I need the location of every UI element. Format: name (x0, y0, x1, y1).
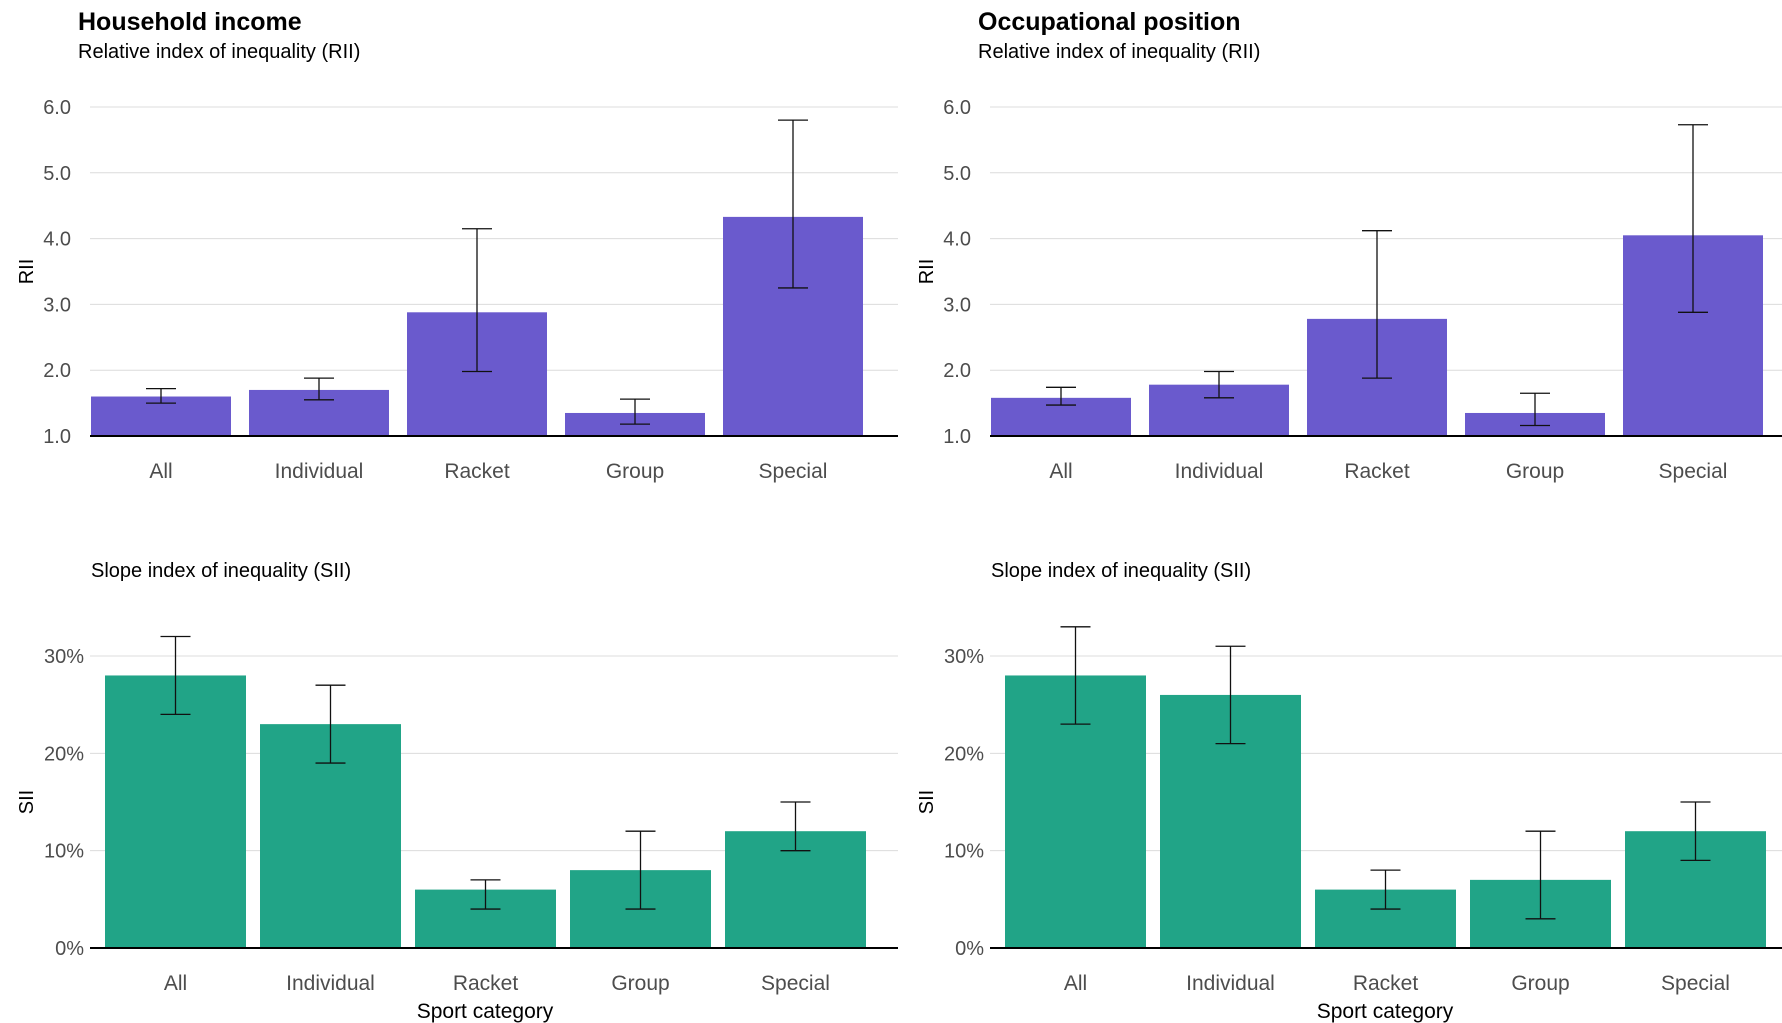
panel-subtitle: Slope index of inequality (SII) (91, 560, 352, 582)
y-tick-label: 6.0 (943, 97, 971, 119)
x-tick-label: Special (759, 460, 828, 483)
x-tick-label: Individual (275, 460, 364, 483)
panel-occupational-rii-header: Occupational position Relative index of … (978, 8, 1260, 64)
y-tick-label: 5.0 (43, 163, 71, 185)
bar-all (105, 675, 246, 948)
y-tick-label: 10% (944, 841, 984, 863)
panel-title: Occupational position (978, 8, 1241, 36)
y-axis-label: SII (16, 790, 38, 814)
panel-title: Household income (78, 8, 302, 36)
y-axis-label: RII (916, 259, 938, 285)
x-tick-label: Group (1511, 972, 1569, 995)
x-tick-label: Individual (286, 972, 375, 995)
y-tick-label: 30% (44, 646, 84, 668)
x-tick-label: All (1049, 460, 1072, 483)
panel-subtitle: Slope index of inequality (SII) (991, 560, 1252, 582)
x-axis-label: Sport category (417, 1000, 554, 1023)
x-tick-label: Racket (453, 972, 519, 995)
panel-subtitle: Relative index of inequality (RII) (78, 41, 361, 63)
x-tick-label: Group (611, 972, 669, 995)
y-tick-label: 2.0 (943, 360, 971, 382)
x-tick-label: Special (1659, 460, 1728, 483)
y-tick-label: 3.0 (943, 294, 971, 316)
panel-household-income-sii-header: Slope index of inequality (SII) (91, 555, 351, 583)
y-tick-label: 4.0 (43, 229, 71, 251)
x-tick-label: Individual (1186, 972, 1275, 995)
y-tick-label: 20% (944, 743, 984, 765)
panel-household-income-rii-header: Household income Relative index of inequ… (78, 8, 360, 64)
x-tick-label: Individual (1175, 460, 1264, 483)
y-tick-label: 6.0 (43, 97, 71, 119)
panel-subtitle: Relative index of inequality (RII) (978, 41, 1261, 63)
y-tick-label: 0% (55, 938, 84, 960)
x-tick-label: Group (1506, 460, 1564, 483)
y-tick-label: 2.0 (43, 360, 71, 382)
x-tick-label: All (164, 972, 187, 995)
x-tick-label: All (149, 460, 172, 483)
y-tick-label: 30% (944, 646, 984, 668)
y-tick-label: 3.0 (43, 294, 71, 316)
y-tick-label: 0% (955, 938, 984, 960)
y-tick-label: 20% (44, 743, 84, 765)
x-tick-label: Special (761, 972, 830, 995)
x-tick-label: Group (606, 460, 664, 483)
y-tick-label: 1.0 (43, 426, 71, 448)
x-tick-label: Special (1661, 972, 1730, 995)
y-axis-label: RII (16, 259, 38, 285)
y-axis-label: SII (916, 790, 938, 814)
x-axis-label: Sport category (1317, 1000, 1454, 1023)
y-tick-label: 10% (44, 841, 84, 863)
x-tick-label: Racket (444, 460, 510, 483)
panel-occupational-sii-header: Slope index of inequality (SII) (991, 555, 1251, 583)
y-tick-label: 4.0 (943, 229, 971, 251)
y-tick-label: 1.0 (943, 426, 971, 448)
x-tick-label: Racket (1344, 460, 1410, 483)
x-tick-label: All (1064, 972, 1087, 995)
x-tick-label: Racket (1353, 972, 1419, 995)
y-tick-label: 5.0 (943, 163, 971, 185)
